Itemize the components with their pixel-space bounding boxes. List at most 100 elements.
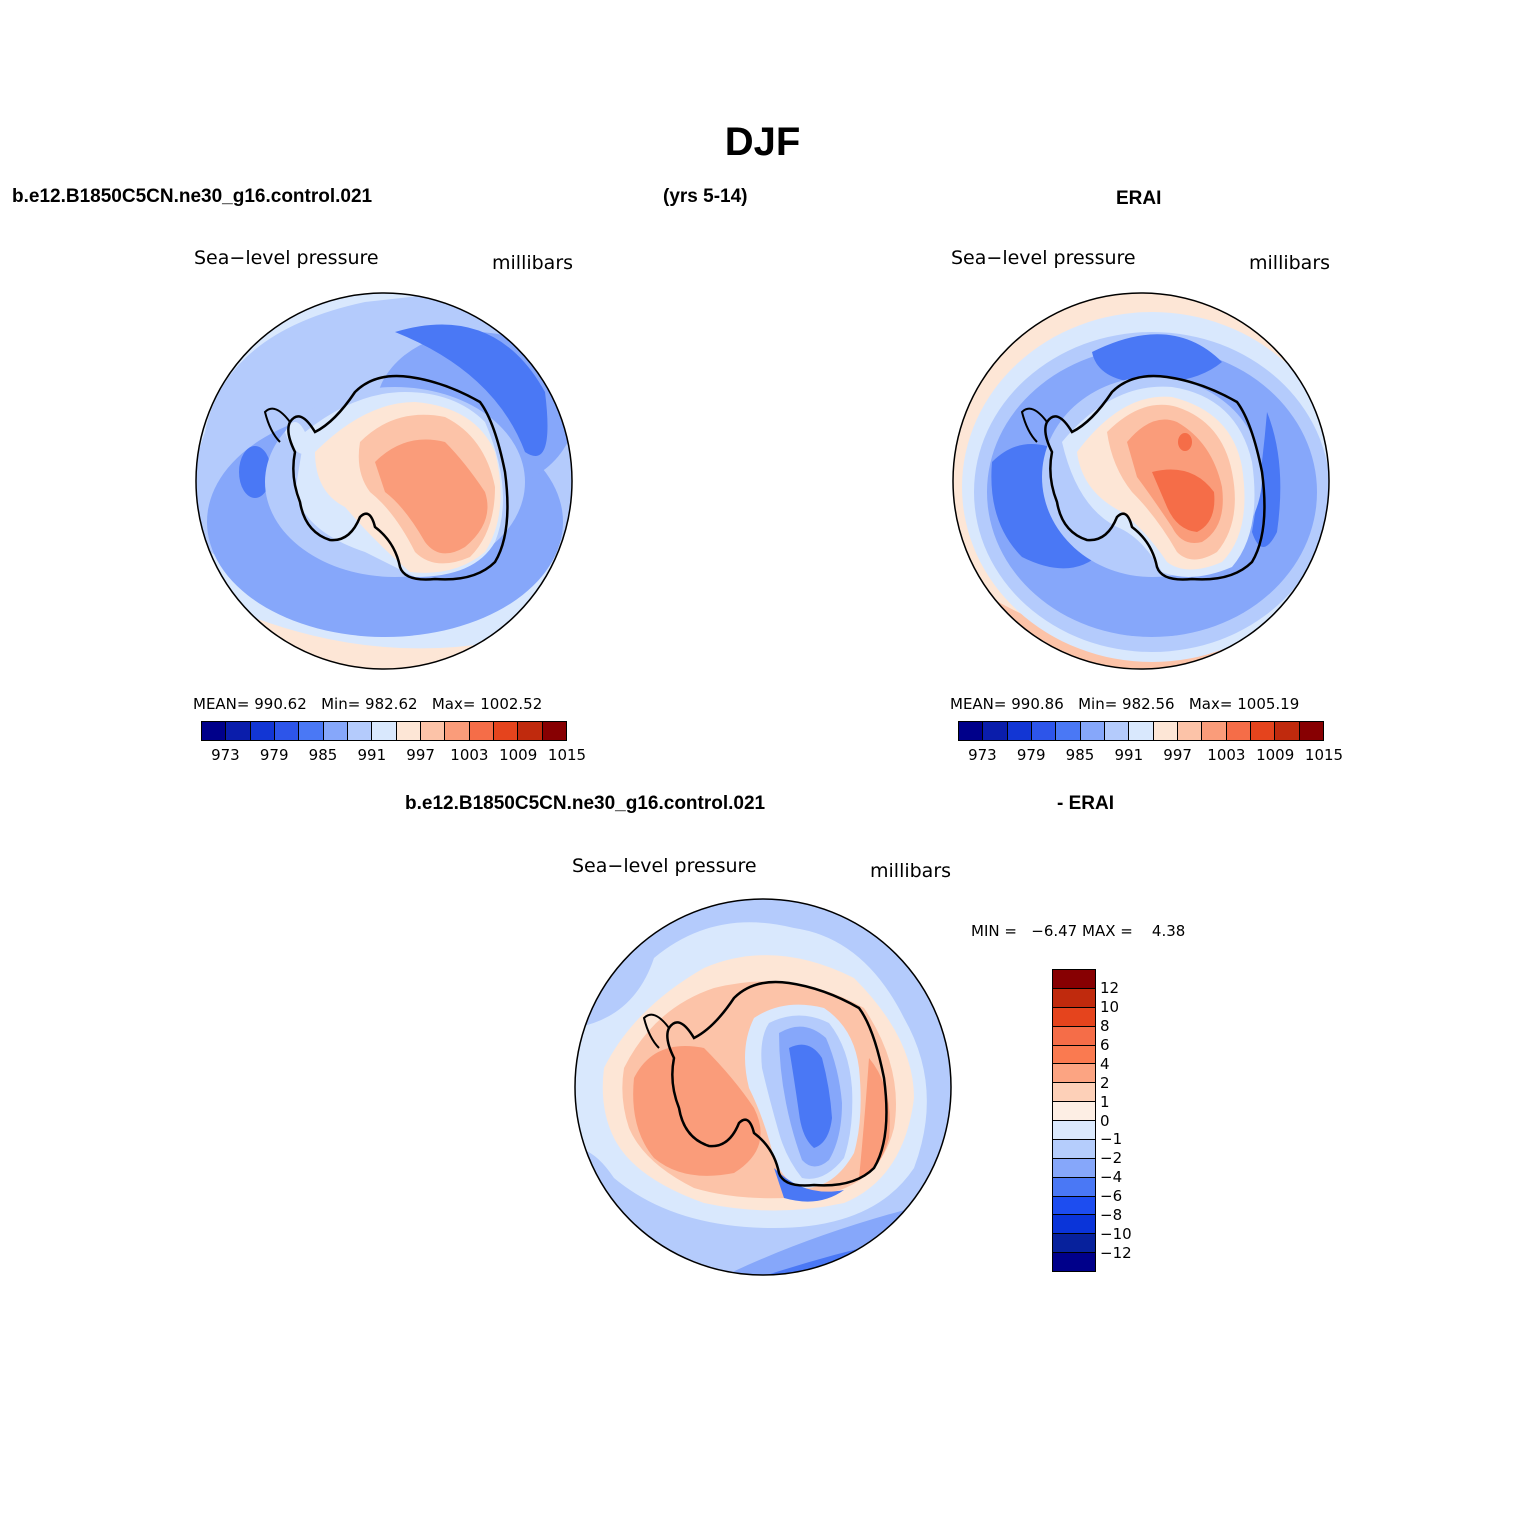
obs-colorbar-box: [983, 722, 1008, 740]
diff-colorbar-tick-label: −4: [1100, 1168, 1123, 1187]
model-variable-label: Sea−level pressure: [194, 247, 379, 269]
obs-colorbar-box: [1031, 722, 1057, 740]
diff-colorbar-box: [1053, 970, 1095, 989]
model-colorbar-box: [493, 722, 519, 740]
obs-colorbar-box: [1226, 722, 1251, 740]
diff-colorbar-box: [1053, 1121, 1095, 1140]
obs-colorbar-box: [1177, 722, 1203, 740]
obs-colorbar-tick-label: 973: [968, 746, 997, 764]
diff-colorbar-box: [1053, 1177, 1095, 1197]
diff-colorbar-box: [1053, 988, 1095, 1008]
model-colorbar-box: [445, 722, 470, 740]
diff-colorbar-tick-label: 2: [1100, 1073, 1110, 1092]
obs-polar-map: [952, 292, 1330, 670]
obs-colorbar-tick-label: 1015: [1304, 746, 1344, 764]
model-colorbar-box: [372, 722, 397, 740]
obs-colorbar-box: [1056, 722, 1081, 740]
obs-colorbar-box: [1080, 722, 1105, 740]
diff-colorbar-box: [1053, 1064, 1095, 1084]
model-colorbar-box: [469, 722, 494, 740]
model-min-label: Min=: [321, 695, 361, 713]
obs-colorbar-box: [1129, 722, 1154, 740]
obs-colorbar-tick-label: 1003: [1207, 746, 1246, 764]
obs-colorbar-tick-label: 1009: [1256, 746, 1295, 764]
diff-colorbar: [1052, 969, 1096, 1272]
obs-colorbar-tick-label: 979: [1016, 746, 1046, 764]
model-max-value: 1002.52: [480, 695, 543, 713]
diff-max-label: MAX =: [1082, 922, 1133, 940]
model-low-center: [395, 324, 548, 456]
diff-colorbar-tick-label: −6: [1100, 1187, 1123, 1206]
model-min-value: 982.62: [365, 695, 418, 713]
model-colorbar-box: [518, 722, 543, 740]
obs-colorbar-tick-label: 997: [1163, 746, 1192, 764]
obs-colorbar-box: [1275, 722, 1300, 740]
diff-colorbar-tick-label: 1: [1100, 1092, 1110, 1111]
diff-colorbar-tick-label: −10: [1100, 1225, 1132, 1244]
model-map-border: [195, 292, 573, 670]
obs-colorbar-ticks: 973 979 985 991 997 1003 1009 1015: [958, 746, 1343, 766]
obs-colorbar-box: [959, 722, 984, 740]
diff-case-header: b.e12.B1850C5CN.ne30_g16.control.021: [405, 793, 766, 814]
obs-colorbar-box: [1007, 722, 1032, 740]
diff-colorbar-tick-label: 0: [1100, 1111, 1110, 1130]
obs-mean-label: MEAN=: [950, 695, 1007, 713]
diff-map-border: [574, 898, 952, 1276]
diff-units-label: millibars: [870, 860, 952, 882]
model-colorbar-box: [420, 722, 446, 740]
model-colorbar-box: [226, 722, 251, 740]
diff-coastline: [666, 980, 888, 1187]
diff-colorbar-tick-label: −2: [1100, 1149, 1123, 1168]
obs-max-label: Max=: [1188, 695, 1233, 713]
diff-colorbar-box: [1053, 1083, 1095, 1103]
model-mean-value: 990.62: [254, 695, 307, 713]
diff-colorbar-tick-label: −12: [1100, 1244, 1132, 1263]
model-max-label: Max=: [431, 695, 476, 713]
obs-stats: MEAN= 990.86 Min= 982.56 Max= 1005.19: [950, 695, 1299, 713]
model-colorbar-tick-label: 985: [308, 746, 338, 764]
model-mean-label: MEAN=: [193, 695, 250, 713]
obs-colorbar-box: [1250, 722, 1276, 740]
obs-colorbar-box: [1202, 722, 1227, 740]
obs-name-header: ERAI: [1116, 188, 1162, 209]
obs-colorbar-box: [1104, 722, 1130, 740]
diff-colorbar-box: [1053, 1026, 1095, 1046]
diff-variable-label: Sea−level pressure: [572, 855, 757, 877]
model-colorbar-box: [299, 722, 324, 740]
obs-variable-label: Sea−level pressure: [951, 247, 1136, 269]
obs-coastline: [1044, 374, 1266, 581]
obs-units-label: millibars: [1249, 252, 1331, 274]
obs-colorbar-tick-label: 991: [1114, 746, 1144, 764]
model-stats: MEAN= 990.62 Min= 982.62 Max= 1002.52: [193, 695, 542, 713]
model-colorbar-box: [396, 722, 421, 740]
diff-min-label: MIN =: [971, 922, 1017, 940]
model-colorbar-tick-label: 973: [211, 746, 240, 764]
model-colorbar-tick-label: 1003: [450, 746, 489, 764]
diff-colorbar-tick-label: 4: [1100, 1054, 1110, 1073]
obs-colorbar-box: [1153, 722, 1178, 740]
model-colorbar-box: [323, 722, 348, 740]
obs-colorbar: [958, 721, 1324, 741]
model-colorbar-tick-label: 979: [259, 746, 289, 764]
obs-max-value: 1005.19: [1237, 695, 1300, 713]
diff-polar-map: [574, 898, 952, 1276]
obs-min-label: Min=: [1078, 695, 1118, 713]
model-colorbar-tick-label: 1015: [547, 746, 587, 764]
diff-colorbar-box: [1053, 1139, 1095, 1159]
model-colorbar-box: [274, 722, 300, 740]
diff-colorbar-box: [1053, 1215, 1095, 1235]
model-colorbar-tick-label: 997: [406, 746, 435, 764]
model-colorbar-box: [250, 722, 275, 740]
diff-colorbar-box: [1053, 1158, 1095, 1178]
model-colorbar-tick-label: 1009: [499, 746, 538, 764]
obs-min-value: 982.56: [1122, 695, 1175, 713]
model-units-label: millibars: [492, 252, 574, 274]
diff-colorbar-box: [1053, 1253, 1095, 1271]
obs-colorbar-box: [1299, 722, 1323, 740]
diff-colorbar-tick-label: −8: [1100, 1206, 1123, 1225]
model-colorbar-tick-label: 991: [357, 746, 387, 764]
diff-max-value: 4.38: [1151, 922, 1186, 940]
model-polar-map: [195, 292, 573, 670]
model-colorbar: [201, 721, 567, 741]
diff-colorbar-tick-label: −1: [1100, 1130, 1123, 1149]
